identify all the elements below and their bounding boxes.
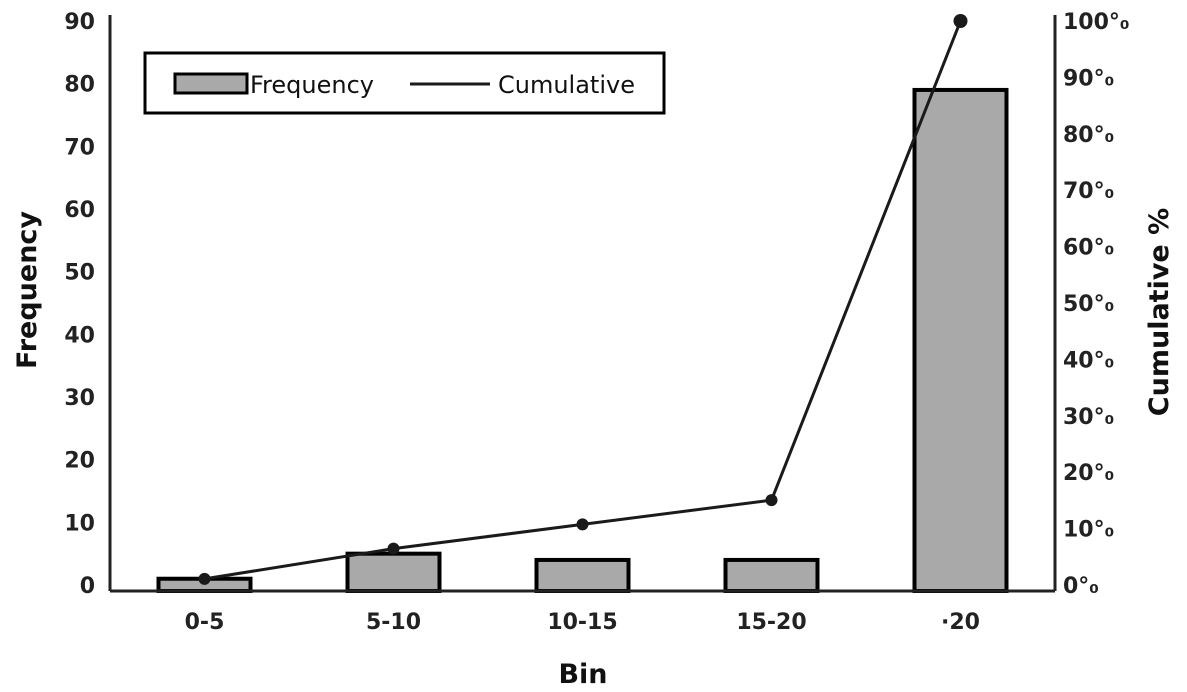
left-tick-label: 80 [64,73,95,98]
right-tick-label: 20°₀ [1063,461,1114,486]
right-axis-ticks: 0°₀ 10°₀ 20°₀ 30°₀ 40°₀ 50°₀ 60°₀ 70°₀ 80°₀ 90°₀ 1… [1063,10,1130,599]
x-tick-label: ·20 [941,610,980,635]
x-axis-ticks: 0-5 5-10 10-15 15-20 ·20 [185,610,980,635]
right-tick-label: 60°₀ [1063,236,1114,261]
cumulative-point-0-5 [198,572,211,585]
right-tick-label: 80°₀ [1063,123,1114,148]
y2-axis-title: Cumulative % [1144,208,1175,416]
left-tick-label: 40 [64,323,95,348]
right-tick-label: 40°₀ [1063,348,1114,373]
frequency-bars [156,87,1009,594]
legend-cumulative-label: Cumulative [498,71,635,99]
cumulative-line-layer [198,14,968,585]
x-tick-label: 15-20 [736,610,806,635]
legend-frequency-label: Frequency [250,71,374,99]
left-tick-label: 70 [64,135,95,160]
x-axis-title: Bin [558,659,607,690]
right-tick-label: 10°₀ [1063,518,1114,543]
frequency-bar-5-10 [345,551,442,594]
cumulative-point-·20 [953,14,968,28]
cumulative-point-15-20 [765,494,778,507]
right-tick-label: 50°₀ [1063,292,1114,317]
right-tick-label: 90°₀ [1063,66,1114,91]
left-tick-label: 0 [80,574,95,599]
left-tick-label: 20 [64,449,95,474]
x-tick-label: 10-15 [547,610,617,635]
left-tick-label: 50 [64,261,95,286]
right-tick-label: 30°₀ [1063,405,1114,430]
left-tick-label: 30 [64,386,95,411]
left-tick-label: 10 [64,511,95,536]
cumulative-point-10-15 [576,518,589,531]
y-axis-title: Frequency [12,211,43,369]
legend: Frequency Cumulative [143,51,666,115]
left-tick-label: 60 [64,198,95,223]
left-tick-label: 90 [64,10,95,35]
x-tick-label: 0-5 [185,610,225,635]
legend-frequency-swatch [173,72,249,95]
axes [108,15,1057,593]
right-tick-label: 100°₀ [1063,10,1130,35]
frequency-bar-·20 [912,87,1009,594]
left-axis-ticks: 0 10 20 30 40 50 60 70 80 90 [64,10,95,599]
frequency-bar-15-20 [723,557,820,594]
right-tick-label: 70°₀ [1063,179,1114,204]
x-tick-label: 5-10 [366,610,421,635]
cumulative-point-5-10 [387,542,400,555]
right-tick-label: 0°₀ [1063,574,1099,599]
frequency-bar-10-15 [534,557,631,594]
